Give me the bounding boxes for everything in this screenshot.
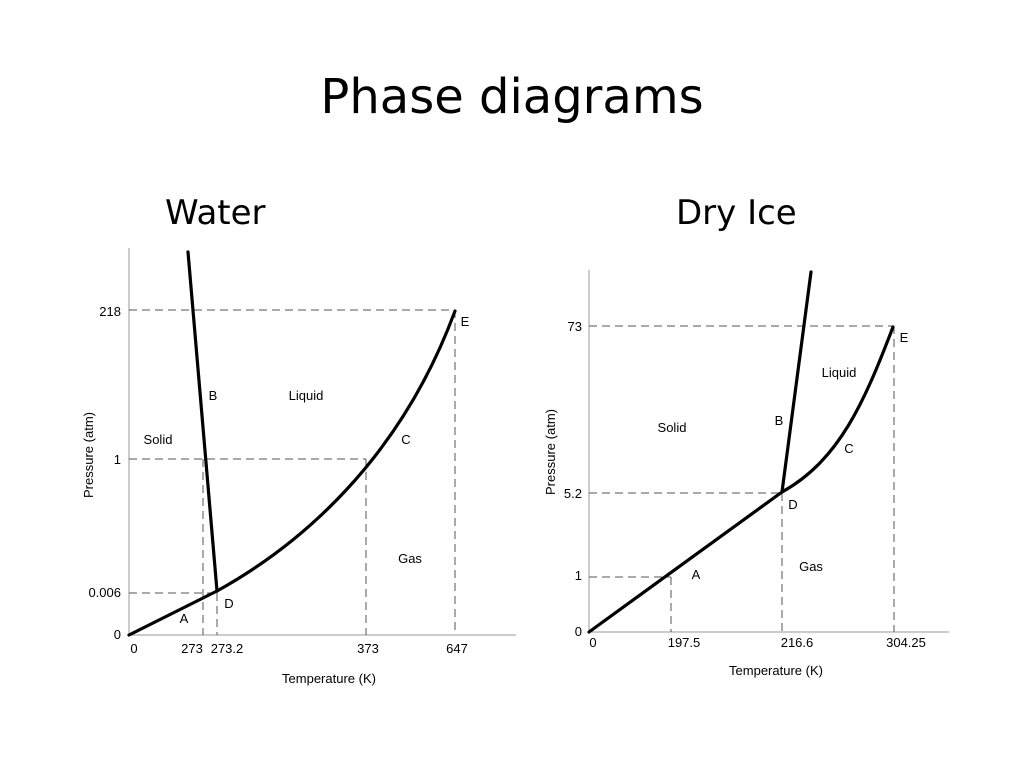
water-x-axis-label: Temperature (K) (282, 671, 376, 686)
slide-title: Phase diagrams (320, 69, 704, 125)
dry-ice-liquid-gas-boundary (780, 325, 895, 494)
water-x-tick-647: 647 (446, 641, 468, 656)
dry-ice-point-a: A (692, 567, 701, 582)
water-y-tick-1: 1 (114, 452, 121, 467)
dry-ice-solid-gas-boundary (587, 490, 784, 634)
dry-ice-region-solid: Solid (658, 420, 687, 435)
water-liquid-gas-boundary (215, 309, 457, 593)
dry-ice-point-b: B (775, 413, 784, 428)
water-solid-liquid-boundary (186, 250, 219, 593)
water-diagram-title: Water (165, 193, 266, 233)
dry-ice-y-tick-52: 5.2 (564, 486, 582, 501)
water-y-tick-0: 0 (114, 627, 121, 642)
dry-ice-diagram-title: Dry Ice (676, 193, 797, 233)
water-x-tick-273: 273 (181, 641, 203, 656)
water-y-tick-218: 218 (99, 304, 121, 319)
water-region-gas: Gas (398, 551, 422, 566)
water-point-e: E (461, 314, 470, 329)
dry-ice-y-tick-0: 0 (575, 624, 582, 639)
dry-ice-region-gas: Gas (799, 559, 823, 574)
dry-ice-x-tick-0: 0 (589, 635, 596, 650)
dry-ice-point-c: C (844, 441, 853, 456)
water-point-c: C (401, 432, 410, 447)
dry-ice-x-tick-1975: 197.5 (668, 635, 701, 650)
water-region-solid: Solid (144, 432, 173, 447)
water-point-a: A (180, 611, 189, 626)
dry-ice-solid-liquid-boundary (780, 270, 813, 494)
water-point-b: B (209, 388, 218, 403)
water-x-tick-2732: 273.2 (211, 641, 244, 656)
dry-ice-x-tick-30425: 304.25 (886, 635, 926, 650)
dry-ice-point-d: D (788, 497, 797, 512)
dry-ice-y-tick-1: 1 (575, 568, 582, 583)
dry-ice-phase-diagram: 73 5.2 1 0 0 197.5 216.6 304.25 Temperat… (543, 270, 949, 678)
water-y-tick-0006: 0.006 (88, 585, 121, 600)
water-solid-gas-boundary (127, 589, 219, 637)
water-y-axis-label: Pressure (atm) (81, 412, 96, 498)
water-phase-diagram: 218 1 0.006 0 0 273 273.2 373 647 Temper… (81, 248, 516, 686)
dry-ice-y-axis-label: Pressure (atm) (543, 409, 558, 495)
water-x-tick-0: 0 (130, 641, 137, 656)
water-point-d: D (224, 596, 233, 611)
dry-ice-point-e: E (900, 330, 909, 345)
water-region-liquid: Liquid (289, 388, 324, 403)
dry-ice-y-tick-73: 73 (568, 319, 582, 334)
dry-ice-x-tick-2166: 216.6 (781, 635, 814, 650)
dry-ice-region-liquid: Liquid (822, 365, 857, 380)
dry-ice-x-axis-label: Temperature (K) (729, 663, 823, 678)
water-x-tick-373: 373 (357, 641, 379, 656)
